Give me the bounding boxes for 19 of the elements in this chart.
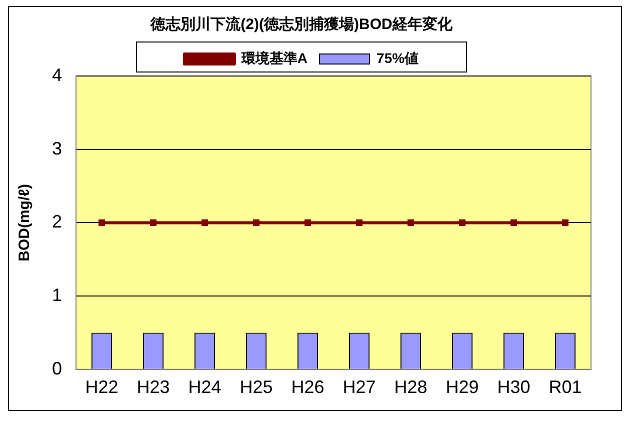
chart-title: 徳志別川下流(2)(徳志別捕獲場)BOD経年変化 [150,15,454,34]
x-tick-label: H24 [188,377,222,398]
y-tick-label: 2 [52,212,62,232]
y-tick-label: 1 [52,285,62,306]
y-tick-label: 0 [52,358,62,378]
y-axis-title: BOD(mg/ℓ) [16,184,34,262]
legend-label: 環境基準A [240,50,308,66]
legend-label: 75%値 [376,50,419,66]
x-tick-label: H22 [85,377,118,398]
x-tick-label: H23 [136,377,170,398]
y-tick-label: 4 [52,64,62,85]
y-tick-label: 3 [52,138,62,158]
x-tick-label: H28 [394,377,428,398]
x-tick-label: H27 [342,377,376,398]
x-tick-label: H25 [240,377,273,398]
x-tick-label: H26 [291,377,324,398]
x-tick-label: H29 [446,377,479,398]
x-tick-label: H30 [497,377,530,398]
x-tick-label: R01 [548,377,582,398]
